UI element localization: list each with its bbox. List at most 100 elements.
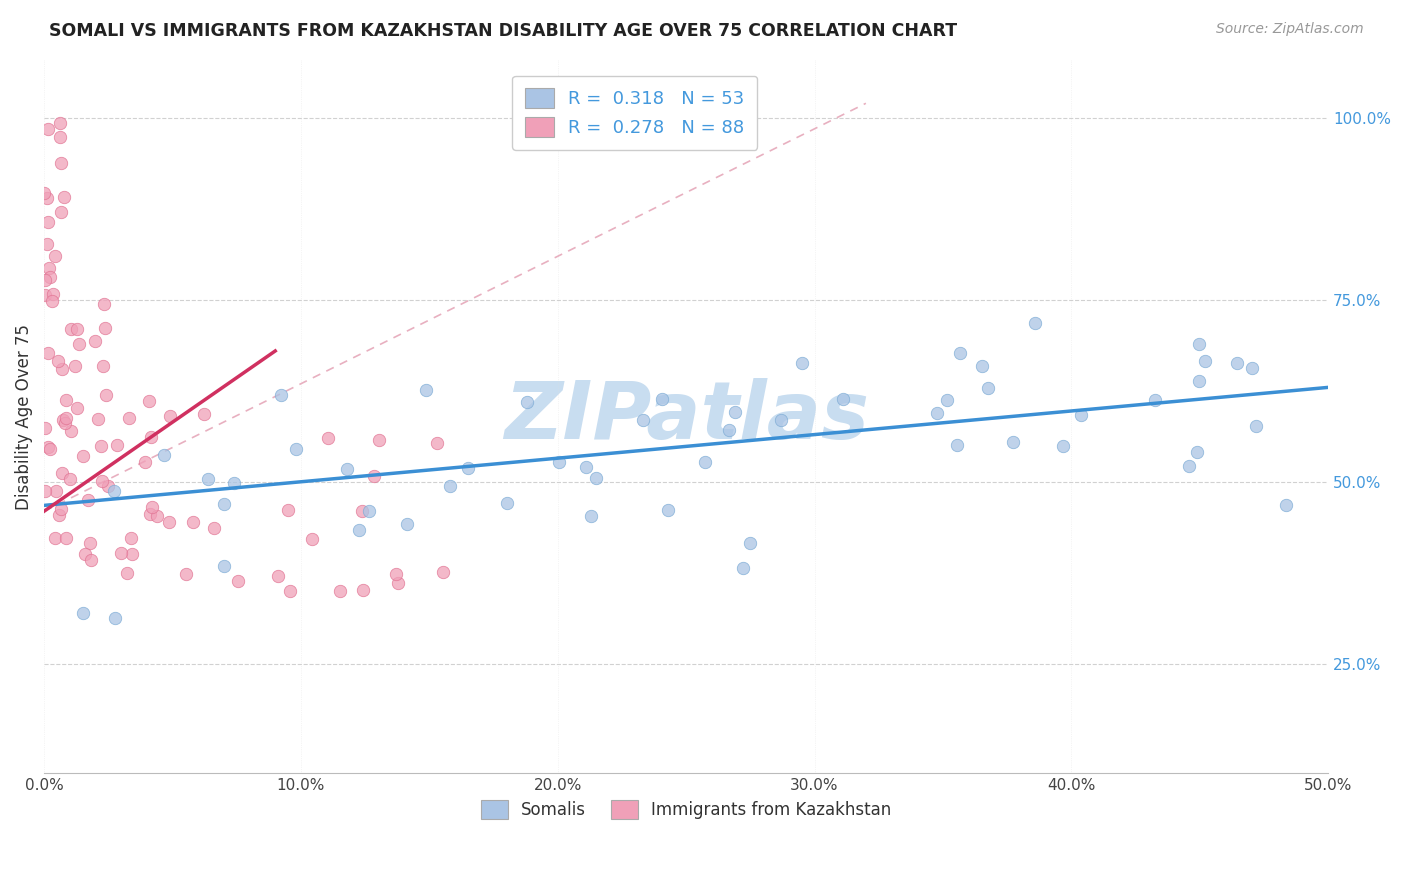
Point <box>60 424 83 438</box>
Point <box>439 479 461 493</box>
Point <box>347 523 370 537</box>
Point <box>581 508 603 523</box>
Legend: Somalis, Immigrants from Kazakhstan: Somalis, Immigrants from Kazakhstan <box>474 794 898 826</box>
Text: ZIPatlas: ZIPatlas <box>503 377 869 456</box>
Point <box>585 471 607 485</box>
Point <box>59 472 82 486</box>
Point <box>359 503 381 517</box>
Point <box>65 321 87 335</box>
Point <box>153 448 176 462</box>
Point <box>718 423 741 437</box>
Point <box>1185 444 1208 458</box>
Point <box>575 459 598 474</box>
Point <box>87 412 110 426</box>
Point <box>79 535 101 549</box>
Point <box>204 520 226 534</box>
Point <box>1274 498 1296 512</box>
Point <box>280 583 302 598</box>
Text: SOMALI VS IMMIGRANTS FROM KAZAKHSTAN DISABILITY AGE OVER 75 CORRELATION CHART: SOMALI VS IMMIGRANTS FROM KAZAKHSTAN DIS… <box>49 22 957 40</box>
Point <box>139 430 162 444</box>
Point <box>301 532 323 546</box>
Point <box>693 455 716 469</box>
Point <box>72 449 94 463</box>
Point <box>949 346 972 360</box>
Point <box>396 517 419 532</box>
Point <box>139 507 162 521</box>
Point <box>1194 354 1216 368</box>
Point <box>222 476 245 491</box>
Point <box>138 393 160 408</box>
Point <box>1188 337 1211 351</box>
Point <box>34 421 56 435</box>
Point <box>59 322 82 336</box>
Point <box>37 215 59 229</box>
Point <box>547 455 569 469</box>
Point <box>37 440 59 454</box>
Point <box>336 461 359 475</box>
Point <box>387 576 409 591</box>
Point <box>174 567 197 582</box>
Point <box>72 606 94 620</box>
Point <box>66 401 89 416</box>
Point <box>457 460 479 475</box>
Point <box>350 504 373 518</box>
Point <box>495 495 517 509</box>
Point <box>415 383 437 397</box>
Point <box>1178 458 1201 473</box>
Y-axis label: Disability Age Over 75: Disability Age Over 75 <box>15 324 32 509</box>
Point <box>633 413 655 427</box>
Point <box>37 122 59 136</box>
Point <box>352 582 374 597</box>
Point <box>45 483 67 498</box>
Point <box>1001 434 1024 449</box>
Point <box>55 392 77 407</box>
Point <box>945 438 967 452</box>
Point <box>104 611 127 625</box>
Point <box>1070 409 1092 423</box>
Point <box>266 569 288 583</box>
Point <box>38 269 60 284</box>
Point <box>363 469 385 483</box>
Point <box>197 472 219 486</box>
Point <box>1024 316 1046 330</box>
Point <box>385 566 408 581</box>
Point <box>831 392 853 407</box>
Point <box>1226 356 1249 370</box>
Point <box>972 359 994 373</box>
Point <box>55 411 77 425</box>
Point <box>159 409 181 423</box>
Point <box>270 388 292 402</box>
Point <box>212 497 235 511</box>
Point <box>1052 439 1074 453</box>
Point <box>1144 393 1167 408</box>
Point <box>91 474 114 488</box>
Point <box>212 559 235 574</box>
Point <box>49 502 72 516</box>
Point <box>42 287 65 301</box>
Point <box>432 565 454 579</box>
Point <box>935 393 957 408</box>
Point <box>51 466 73 480</box>
Point <box>67 337 90 351</box>
Point <box>52 413 75 427</box>
Point <box>94 321 117 335</box>
Point <box>277 503 299 517</box>
Point <box>1240 360 1263 375</box>
Point <box>284 442 307 456</box>
Point <box>94 388 117 402</box>
Point <box>157 515 180 529</box>
Point <box>63 359 86 374</box>
Point <box>46 353 69 368</box>
Point <box>41 294 63 309</box>
Point <box>34 273 56 287</box>
Point <box>118 411 141 425</box>
Point <box>103 483 125 498</box>
Point <box>38 260 60 275</box>
Point <box>35 236 58 251</box>
Point <box>120 531 142 545</box>
Point <box>91 359 114 374</box>
Point <box>110 546 132 560</box>
Point <box>93 297 115 311</box>
Point <box>44 531 66 545</box>
Point <box>115 566 138 580</box>
